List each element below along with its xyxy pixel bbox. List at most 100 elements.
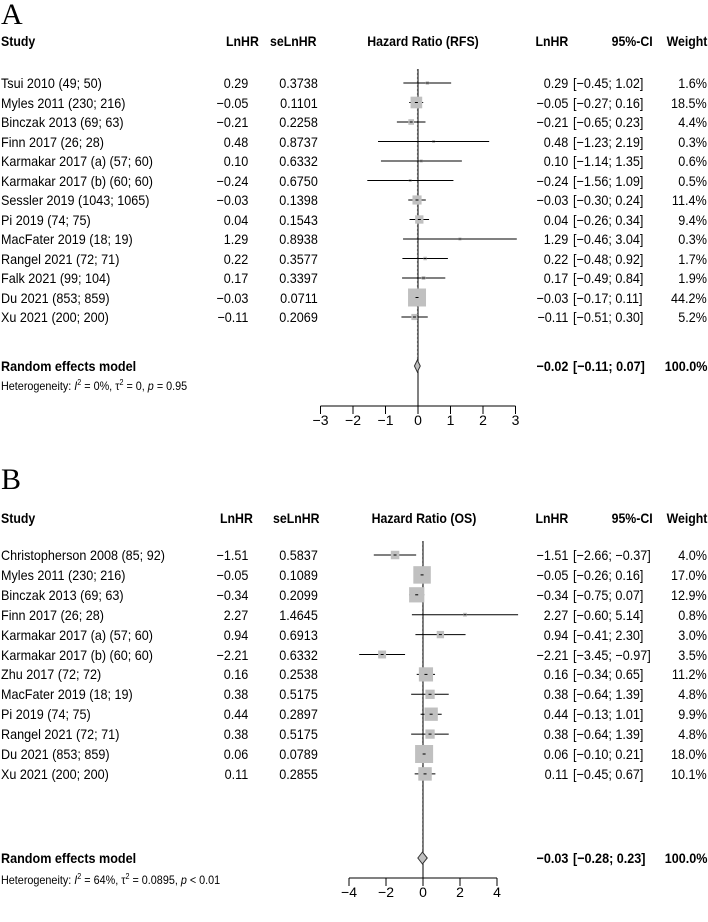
x-tick-label: 1 [447, 412, 455, 428]
lnhr-estimate: −2.21 [536, 646, 568, 663]
heterogeneity-line: Heterogeneity: I2 = 64%, τ2 = 0.0895, p … [1, 870, 220, 887]
lnhr-value: −2.21 [216, 646, 248, 663]
weight-value: 0.3% [678, 231, 707, 247]
het-tau-exp: 2 [119, 378, 124, 387]
study-name: Myles 2011 (230; 216) [1, 94, 126, 111]
header-ci: 95%-CI [611, 510, 653, 526]
selnhr-value: 0.3577 [279, 250, 318, 267]
ci-value: [−1.56; 1.09] [573, 172, 644, 189]
x-tick-label: −2 [378, 884, 394, 900]
x-tick-label: −3 [313, 412, 329, 428]
lnhr-estimate: −0.05 [536, 94, 568, 111]
lnhr-estimate: 0.29 [543, 75, 568, 91]
ci-value: [−0.65; 0.23] [573, 114, 644, 130]
lnhr-estimate: 1.29 [543, 231, 568, 247]
header-weight: Weight [666, 510, 707, 526]
lnhr-value: 0.17 [223, 270, 248, 286]
heterogeneity-line: Heterogeneity: I2 = 0%, τ2 = 0, p = 0.95 [1, 376, 187, 393]
selnhr-value: 0.3738 [279, 75, 318, 91]
lnhr-value: −1.51 [216, 547, 248, 563]
study-name: Rangel 2021 (72; 71) [1, 250, 120, 267]
x-tick-label: 4 [493, 884, 501, 900]
study-name: Du 2021 (853; 859) [1, 746, 110, 762]
weight-value: 5.2% [678, 309, 707, 325]
study-name: Christopherson 2008 (85; 92) [1, 547, 165, 563]
ci-value: [−0.75; 0.07] [573, 586, 644, 603]
lnhr-estimate: −0.21 [536, 114, 568, 130]
het-tau-value: = 0, [123, 379, 148, 393]
het-i2-symbol: I [74, 379, 78, 393]
study-name: Karmakar 2017 (b) (60; 60) [1, 646, 153, 663]
ci-value: [−0.46; 3.04] [573, 231, 644, 247]
weight-value: 11.2% [672, 666, 707, 683]
panel-letter: A [1, 0, 23, 31]
model-ci-value: [−0.28; 0.23] [573, 850, 646, 866]
ci-value: [−0.48; 0.92] [573, 250, 644, 267]
study-name: Zhu 2017 (72; 72) [1, 666, 102, 683]
study-name: Pi 2019 (74; 75) [1, 211, 91, 228]
model-lnhr-estimate: −0.02 [536, 358, 568, 374]
selnhr-value: 0.5175 [279, 726, 318, 743]
lnhr-value: −0.05 [216, 566, 248, 583]
lnhr-value: −0.11 [217, 309, 248, 325]
het-tau-symbol: τ [115, 379, 120, 393]
selnhr-value: 0.6750 [279, 172, 318, 189]
study-name: Binczak 2013 (69; 63) [1, 586, 124, 603]
lnhr-value: −0.05 [216, 94, 248, 111]
lnhr-value: 2.27 [223, 606, 248, 623]
pooled-diamond [413, 358, 421, 374]
het-i2-exp: 2 [77, 378, 82, 387]
panel-letter: B [1, 463, 22, 496]
header-lnhr-right: LnHR [535, 33, 568, 49]
lnhr-estimate: 0.38 [543, 726, 568, 743]
x-tick-label: 0 [419, 884, 427, 900]
weight-value: 11.4% [672, 192, 707, 208]
lnhr-value: 0.04 [223, 211, 248, 228]
study-name: Falk 2021 (99; 104) [1, 270, 111, 286]
lnhr-value: 0.38 [223, 726, 248, 743]
study-name: Du 2021 (853; 859) [1, 289, 110, 306]
selnhr-value: 0.0789 [279, 746, 318, 762]
header-plot-title: Hazard Ratio (RFS) [367, 33, 479, 49]
selnhr-value: 0.2099 [279, 586, 318, 603]
het-p-value: = 0.95 [153, 379, 188, 393]
selnhr-value: 0.6913 [279, 626, 318, 643]
ci-value: [−1.14; 1.35] [573, 153, 644, 169]
model-label: Random effects model [1, 850, 137, 866]
study-name: Karmakar 2017 (a) (57; 60) [1, 153, 153, 169]
lnhr-estimate: −0.11 [537, 309, 568, 325]
weight-value: 0.5% [678, 172, 707, 189]
lnhr-estimate: 0.11 [544, 765, 568, 782]
weight-value: 4.8% [678, 686, 707, 703]
lnhr-value: 0.48 [223, 133, 248, 150]
ci-value: [−0.27; 0.16] [573, 94, 644, 111]
lnhr-value: 0.94 [223, 626, 248, 643]
ci-value: [−0.51; 0.30] [573, 309, 644, 325]
weight-value: 0.3% [678, 133, 707, 150]
weight-value: 0.6% [678, 153, 707, 169]
selnhr-value: 0.2897 [279, 706, 318, 723]
lnhr-value: −0.21 [216, 114, 248, 130]
study-name: Binczak 2013 (69; 63) [1, 114, 124, 130]
selnhr-value: 0.6332 [279, 646, 318, 663]
weight-value: 44.2% [671, 289, 707, 306]
ci-value: [−0.13; 1.01] [573, 706, 644, 723]
lnhr-estimate: −0.24 [536, 172, 568, 189]
ci-value: [−0.45; 1.02] [573, 75, 644, 91]
header-selnhr: seLnHR [273, 510, 320, 526]
study-name: MacFater 2019 (18; 19) [1, 686, 133, 703]
weight-value: 4.4% [678, 114, 707, 130]
lnhr-estimate: −0.05 [536, 566, 568, 583]
study-name: Sessler 2019 (1043; 1065) [1, 192, 150, 208]
header-study: Study [1, 33, 36, 49]
lnhr-estimate: 0.17 [543, 270, 568, 286]
ci-value: [−0.60; 5.14] [573, 606, 644, 623]
weight-value: 1.9% [678, 270, 707, 286]
header-lnhr: LnHR [226, 33, 259, 49]
het-prefix: Heterogeneity: [1, 873, 75, 887]
selnhr-value: 0.8737 [279, 133, 318, 150]
weight-value: 12.9% [671, 586, 707, 603]
weight-value: 10.1% [671, 765, 707, 782]
lnhr-estimate: 0.94 [543, 626, 568, 643]
het-p-symbol: p [180, 873, 187, 887]
